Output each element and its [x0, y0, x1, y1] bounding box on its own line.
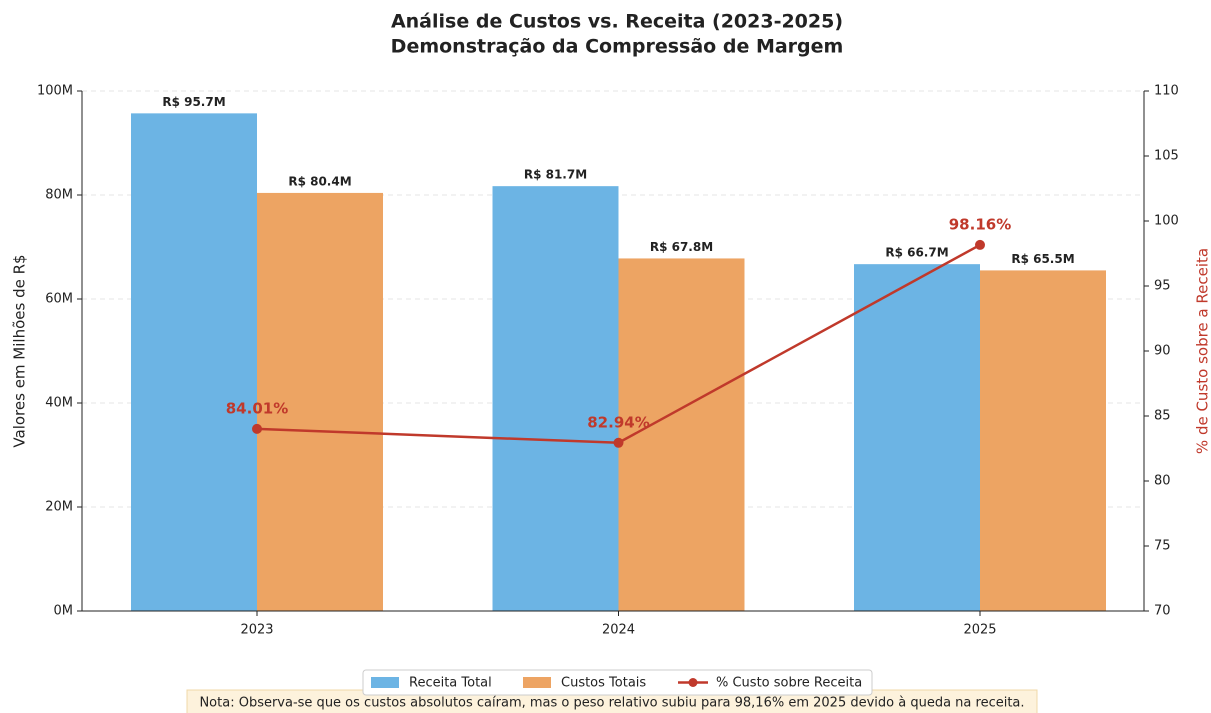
bar	[257, 192, 383, 612]
y2-tick-label: 90	[1154, 344, 1171, 359]
line-point	[613, 437, 624, 448]
y2-tick-label: 105	[1154, 149, 1179, 164]
y2-tick-label: 95	[1154, 279, 1171, 294]
bar	[980, 270, 1106, 611]
y2-tick-label: 100	[1154, 214, 1179, 229]
legend-label: % Custo sobre Receita	[716, 676, 862, 691]
y2-tick-label: 85	[1154, 409, 1171, 424]
x-tick-label: 2024	[602, 623, 635, 638]
y-tick-label: 100M	[37, 84, 73, 99]
bar-value-label: R$ 65.5M	[1011, 252, 1074, 266]
legend-label: Receita Total	[409, 676, 492, 691]
line-value-label: 84.01%	[226, 399, 288, 417]
legend-swatch	[523, 677, 551, 688]
chart-title: Análise de Custos vs. Receita (2023-2025…	[391, 11, 843, 33]
bar	[492, 186, 619, 611]
y-tick-label: 20M	[45, 500, 73, 515]
y2-tick-label: 80	[1154, 474, 1171, 489]
bar	[131, 113, 257, 612]
line-value-label: 98.16%	[949, 215, 1011, 233]
x-tick-label: 2023	[240, 623, 273, 638]
chart-subtitle: Demonstração da Compressão de Margem	[391, 36, 844, 58]
legend-box	[362, 669, 873, 696]
bar-value-label: R$ 81.7M	[524, 168, 587, 182]
note: Nota: Observa-se que os custos absolutos…	[199, 696, 1024, 711]
legend-swatch	[371, 677, 399, 688]
y-tick-label: 60M	[45, 292, 73, 307]
y2-tick-label: 110	[1154, 84, 1179, 99]
bar	[618, 258, 745, 611]
y-tick-label: 80M	[45, 188, 73, 203]
y-tick-label: 0M	[54, 604, 74, 619]
legend-marker	[688, 678, 698, 687]
y-axis-label: Valores em Milhões de R$	[11, 254, 29, 447]
y2-tick-label: 75	[1154, 539, 1171, 554]
y-tick-label: 40M	[45, 396, 73, 411]
bar-value-label: R$ 67.8M	[650, 240, 713, 254]
y2-axis-label: % de Custo sobre a Receita	[1194, 248, 1211, 454]
line-point	[975, 239, 985, 250]
legend-label: Custos Totais	[561, 676, 646, 691]
y2-tick-label: 70	[1154, 604, 1171, 619]
line-value-label: 82.94%	[587, 413, 649, 431]
x-tick-label: 2025	[963, 623, 996, 638]
bar-value-label: R$ 80.4M	[288, 174, 351, 188]
line-point	[252, 423, 262, 434]
bar-value-label: R$ 66.7M	[885, 246, 948, 260]
bar	[854, 264, 980, 611]
bar-value-label: R$ 95.7M	[162, 95, 225, 109]
